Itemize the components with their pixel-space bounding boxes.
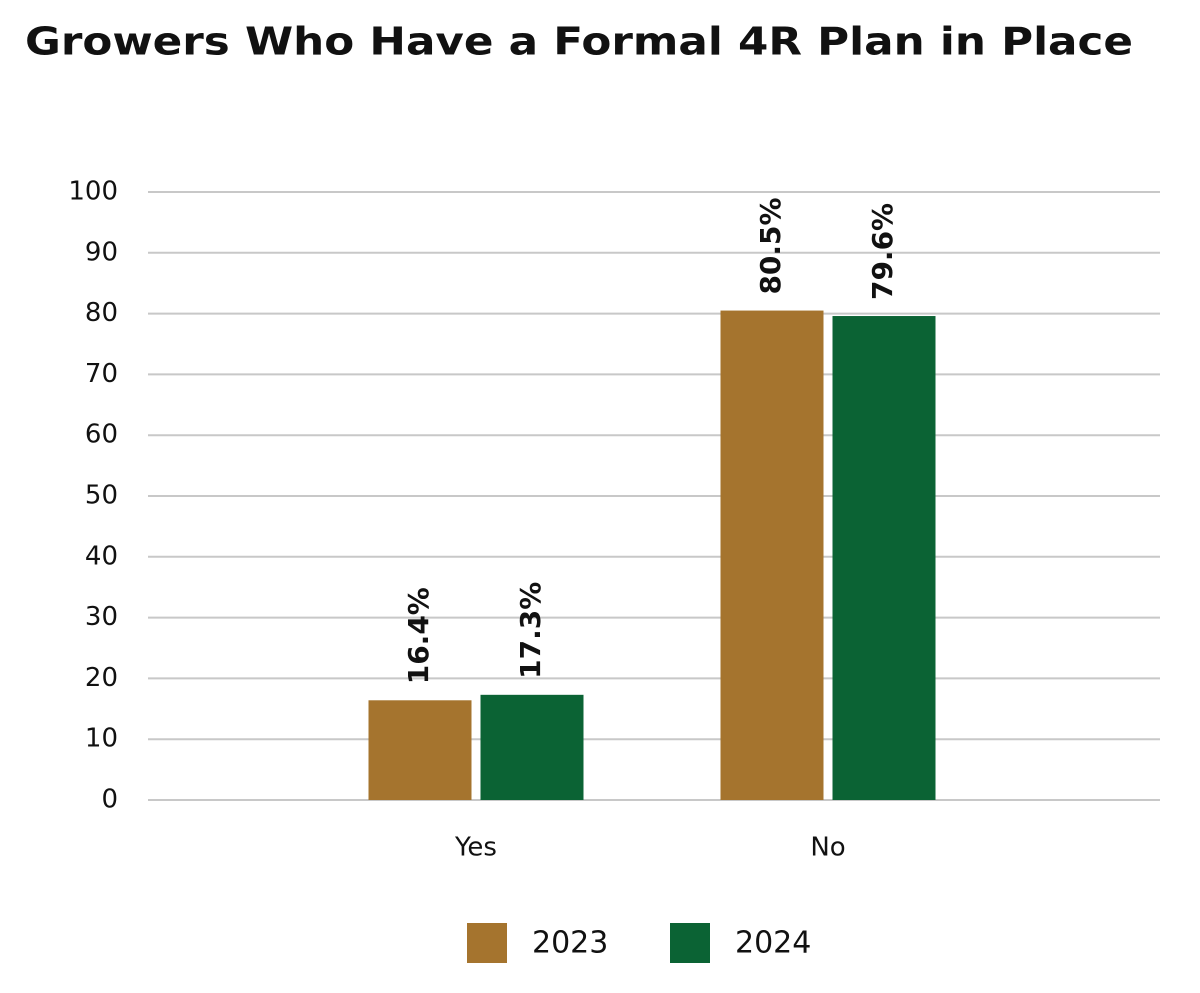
y-tick-label: 70: [85, 359, 118, 389]
y-tick-label: 50: [85, 481, 118, 511]
value-label: 79.6%: [866, 203, 899, 300]
chart-title: Growers Who Have a Formal 4R Plan in Pla…: [25, 20, 1133, 64]
y-tick-label: 20: [85, 663, 118, 693]
x-tick-label: Yes: [454, 833, 497, 863]
value-label: 17.3%: [514, 582, 547, 679]
y-tick-label: 80: [85, 298, 118, 328]
legend-label: 2023: [532, 926, 608, 961]
bar: [720, 310, 824, 800]
bar: [832, 316, 936, 800]
legend-swatch: [670, 923, 710, 963]
y-tick-label: 90: [85, 237, 118, 267]
y-tick-label: 30: [85, 602, 118, 632]
y-tick-label: 100: [68, 177, 118, 207]
value-label: 80.5%: [754, 197, 787, 294]
y-tick-label: 60: [85, 420, 118, 450]
legend-swatch: [467, 923, 507, 963]
y-tick-label: 40: [85, 541, 118, 571]
value-label: 16.4%: [402, 587, 435, 684]
legend-label: 2024: [735, 926, 811, 961]
y-tick-label: 10: [85, 724, 118, 754]
bar: [480, 694, 584, 800]
y-tick-label: 0: [101, 785, 118, 815]
x-tick-label: No: [810, 833, 845, 863]
bar: [368, 700, 472, 800]
